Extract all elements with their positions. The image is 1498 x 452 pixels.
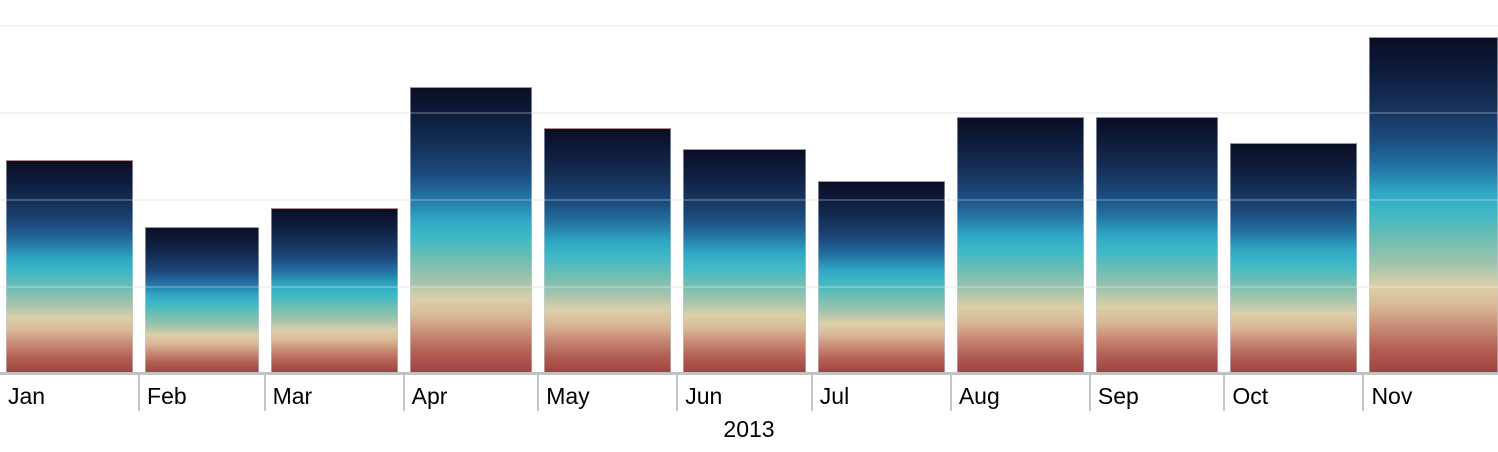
bar-aug — [956, 116, 1084, 374]
gridline-overlay — [0, 198, 1498, 201]
x-tick-label-jan: Jan — [8, 383, 46, 409]
x-tick — [1223, 374, 1226, 411]
x-tick — [1362, 374, 1365, 411]
x-axis-year-label: 2013 — [723, 416, 775, 442]
gridline — [0, 111, 1498, 114]
gridline-overlay — [0, 111, 1498, 114]
x-tick — [402, 374, 405, 411]
x-tick — [810, 374, 813, 411]
bar-mar — [270, 208, 398, 374]
bar-oct — [1230, 142, 1358, 374]
x-tick — [949, 374, 952, 411]
x-tick — [537, 374, 540, 411]
x-tick-label-mar: Mar — [272, 383, 313, 409]
bar-jul — [817, 181, 945, 374]
bar-nov — [1369, 36, 1498, 374]
bar-feb — [145, 227, 259, 374]
bar-jan — [6, 160, 134, 374]
gridline — [0, 24, 1498, 27]
x-tick — [263, 374, 266, 411]
x-axis-line — [0, 372, 1498, 375]
x-tick — [138, 374, 141, 411]
x-tick-label-sep: Sep — [1097, 383, 1139, 409]
x-tick-label-jul: Jul — [819, 383, 850, 409]
x-tick-label-may: May — [546, 383, 590, 409]
gridline-overlay — [0, 285, 1498, 288]
bar-apr — [409, 87, 533, 374]
bar-sep — [1095, 116, 1219, 374]
x-tick-label-nov: Nov — [1371, 383, 1413, 409]
bar-may — [544, 128, 672, 374]
x-tick-label-aug: Aug — [958, 383, 1000, 409]
x-tick — [1088, 374, 1091, 411]
x-tick-label-jun: Jun — [685, 383, 723, 409]
x-tick-label-apr: Apr — [411, 383, 448, 409]
gridline-overlay — [0, 24, 1498, 27]
bar-jun — [683, 149, 806, 374]
x-tick-label-feb: Feb — [147, 383, 187, 409]
x-tick-label-oct: Oct — [1232, 383, 1269, 409]
x-tick — [676, 374, 679, 411]
